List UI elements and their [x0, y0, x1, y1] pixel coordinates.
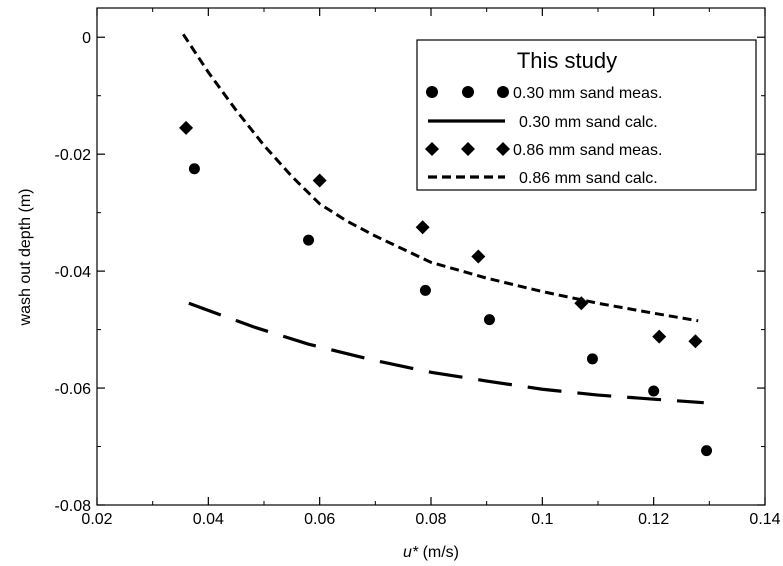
x-axis-title: u* (m/s): [403, 544, 459, 561]
legend-entry: 0.30 mm sand meas.: [426, 85, 662, 102]
data-point: [312, 173, 327, 188]
series-layer: [179, 33, 713, 457]
x-tick-label: 0.02: [81, 511, 112, 528]
series-1: [188, 301, 704, 405]
data-point: [188, 163, 200, 175]
legend-marker: [426, 86, 438, 98]
data-point: [303, 234, 315, 246]
y-tick-label: -0.04: [55, 264, 92, 281]
legend-entries: 0.30 mm sand meas. 0.30 mm sand calc. 0.86…: [425, 85, 662, 187]
legend: This study 0.30 mm sand meas.0.30 mm san…: [416, 39, 757, 191]
legend-marker: [461, 142, 475, 156]
data-point: [483, 314, 495, 326]
y-tick-label: -0.08: [55, 498, 92, 515]
x-tick-label: 0.12: [638, 511, 669, 528]
data-point: [688, 334, 703, 349]
data-point: [419, 284, 431, 296]
x-tick-label: 0.1: [531, 511, 553, 528]
data-point: [415, 220, 430, 235]
x-tick-label: 0.14: [749, 511, 780, 528]
legend-entry: 0.86 mm sand meas.: [425, 142, 662, 159]
x-tick-label: 0.08: [415, 511, 446, 528]
series-line: [188, 301, 704, 405]
series-0: [188, 163, 713, 457]
y-tick-label: -0.02: [55, 147, 92, 164]
x-tick-label: 0.04: [193, 511, 224, 528]
x-tick-label: 0.06: [304, 511, 335, 528]
legend-marker: [425, 142, 439, 156]
y-axis: -0.08 -0.06 -0.04 -0.02 0: [55, 30, 765, 515]
legend-title: This study: [517, 48, 617, 73]
legend-label: 0.86 mm sand calc.: [519, 170, 658, 187]
y-axis-title: wash out depth (m): [17, 189, 34, 327]
series-2: [179, 120, 703, 349]
legend-label: 0.86 mm sand meas.: [513, 142, 662, 159]
y-tick-label: 0: [82, 30, 91, 47]
legend-entry: 0.30 mm sand calc.: [428, 114, 658, 131]
data-point: [586, 353, 598, 365]
data-point: [179, 120, 194, 135]
legend-box: [416, 39, 757, 191]
data-point: [471, 249, 486, 264]
data-point: [701, 445, 713, 457]
data-point: [652, 329, 667, 344]
legend-marker: [462, 86, 474, 98]
legend-entry: 0.86 mm sand calc.: [428, 170, 658, 187]
legend-label: 0.30 mm sand meas.: [513, 85, 662, 102]
x-axis-unit: (m/s): [418, 544, 459, 561]
data-point: [648, 385, 660, 397]
x-axis: 0.02 0.04 0.06 0.08 0.1 0.12 0.14: [81, 8, 781, 528]
series-3: [182, 33, 699, 323]
legend-marker: [497, 86, 509, 98]
y-tick-label: -0.06: [55, 381, 92, 398]
legend-label: 0.30 mm sand calc.: [519, 114, 658, 131]
legend-marker: [496, 142, 510, 156]
series-line: [182, 33, 699, 323]
x-axis-symbol: u*: [403, 544, 419, 561]
